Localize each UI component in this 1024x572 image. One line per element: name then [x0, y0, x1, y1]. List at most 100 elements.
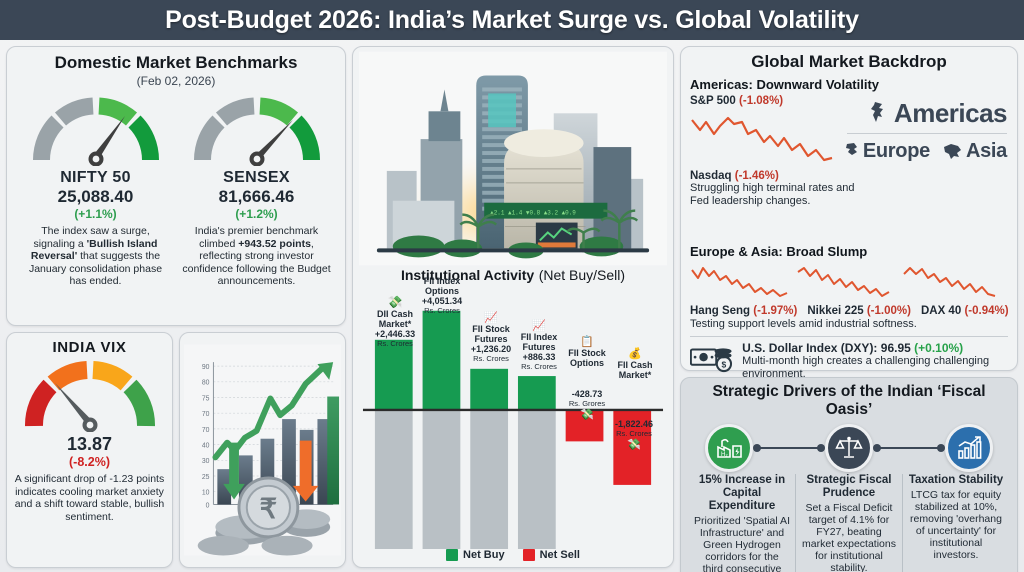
- dxy-title: U.S. Dollar Index (DXY): 96.95: [742, 341, 911, 355]
- domestic-date: (Feb 02, 2026): [136, 74, 216, 88]
- americas-heading: Americas: Downward Volatility: [690, 77, 880, 92]
- dxy-note: Multi-month high creates a challenging c…: [742, 355, 990, 380]
- nasdaq-name: Nasdaq: [690, 170, 732, 182]
- americas-note: Struggling high terminal rates and Fed l…: [690, 182, 855, 207]
- dxy-block: $ U.S. Dollar Index (DXY): 96.95 (+0.10%…: [690, 341, 1008, 380]
- chart-legend: Net Buy Net Sell: [359, 549, 667, 563]
- institutional-activity-title: Institutional Activity (Net Buy/Sell): [400, 267, 626, 283]
- region-asia-label: Asia: [965, 140, 1007, 162]
- nikkei-name: Nikkei 225: [807, 305, 864, 317]
- sensex-gauge-graphic: [189, 94, 325, 167]
- driver-fiscal-prudence: Strategic Fiscal Prudence Set a Fiscal D…: [796, 474, 903, 572]
- driver-1-heading: Strategic Fiscal Prudence: [806, 474, 892, 499]
- bar-label-fii-stock-futures: 📈 FII Stock Futures +1,236.20 Rs. Crores: [457, 311, 525, 363]
- growth-chart-icon: 📈: [484, 312, 498, 324]
- driver-2-heading: Taxation Stability: [908, 474, 1004, 486]
- driver-taxation-stability: Taxation Stability LTCG tax for equity s…: [903, 474, 1009, 572]
- nifty-needle: [88, 116, 125, 167]
- region-americas-label: Americas: [893, 98, 1008, 128]
- institutional-activity-card: ▲2.1 ▲1.4 ▼0.8 ▲3.2 ▲0.9: [352, 46, 674, 568]
- india-vix-card: INDIA VIX: [6, 332, 173, 568]
- svg-text:70: 70: [202, 427, 210, 434]
- dax-row: DAX 40 (-0.94%): [921, 305, 1009, 317]
- dollar-bill-coins-icon: $: [690, 348, 733, 373]
- left-column: Domestic Market Benchmarks (Feb 02, 2026…: [6, 46, 346, 568]
- vix-value: 13.87: [66, 434, 113, 454]
- eurasia-sparklines: [690, 262, 1008, 304]
- vix-change: (-8.2%): [69, 455, 110, 469]
- bar-label-fii-index-options: FII Index Options +4,051.34 Rs. Crores: [421, 276, 463, 315]
- gauge-group: NIFTY 50 25,088.40 (+1.1%) The index saw…: [15, 94, 337, 288]
- strategic-node-row: H₂: [705, 424, 993, 472]
- driver-1-body: Set a Fiscal Deficit target of 4.1% for …: [802, 502, 896, 572]
- page-title: Post-Budget 2026: India’s Market Surge v…: [165, 5, 859, 34]
- eurasia-note: Testing support levels amid industrial s…: [690, 318, 917, 330]
- svg-text:90: 90: [202, 364, 210, 371]
- svg-text:40: 40: [202, 443, 210, 450]
- sp500-change: (-1.08%): [739, 95, 784, 107]
- europe-map-icon: [845, 142, 857, 155]
- sensex-name: SENSEX: [223, 169, 290, 186]
- nikkei-row: Nikkei 225 (-1.00%): [807, 305, 911, 317]
- contract-options-icon: 📋: [580, 336, 594, 348]
- gauge-sensex: SENSEX 81,666.46 (+1.2%) India's premier…: [176, 94, 337, 288]
- vix-gauge-graphic: [20, 358, 160, 433]
- region-americas: Americas: [847, 98, 1008, 128]
- gauge-nifty50: NIFTY 50 25,088.40 (+1.1%) The index saw…: [15, 94, 176, 288]
- region-logos: Americas Europe: [845, 98, 1008, 163]
- balance-scales-icon: [835, 436, 863, 458]
- page-header: Post-Budget 2026: India’s Market Surge v…: [0, 0, 1024, 40]
- node-taxation-stability: [945, 424, 993, 472]
- americas-globe-icon: [870, 102, 883, 122]
- hangseng-name: Hang Seng: [690, 305, 751, 317]
- nifty-value: 25,088.40: [57, 187, 134, 206]
- sp500-name: S&P 500: [690, 95, 736, 107]
- nasdaq-row: Nasdaq (-1.46%): [690, 170, 1008, 182]
- bse-building-illustration-wrap: ▲2.1 ▲1.4 ▼0.8 ▲3.2 ▲0.9: [359, 51, 667, 266]
- dxy-change: (+0.10%): [914, 341, 964, 355]
- svg-text:0: 0: [206, 502, 210, 509]
- right-column: Global Market Backdrop Americas: Downwar…: [680, 46, 1018, 572]
- nifty-name: NIFTY 50: [60, 169, 131, 186]
- driver-0-heading: 15% Increase in Capital Expenditure: [698, 474, 786, 512]
- net-buy-swatch: [446, 549, 459, 561]
- nifty-description: The index saw a surge, signaling a 'Bull…: [28, 225, 163, 287]
- region-europe-label: Europe: [862, 140, 930, 162]
- nifty-gauge-graphic: [28, 94, 164, 167]
- dxy-divider: [690, 336, 1008, 337]
- dax-change: (-0.94%): [964, 305, 1009, 317]
- node-fiscal-prudence: [825, 424, 873, 472]
- global-title: Global Market Backdrop: [751, 52, 947, 71]
- svg-text:75: 75: [202, 395, 210, 402]
- svg-text:10: 10: [202, 490, 210, 497]
- dxy-title-row: U.S. Dollar Index (DXY): 96.95 (+0.10%): [742, 341, 1008, 355]
- rising-bar-chart-with-rupee-coins-illustration: 90 80 75 70 70 40 30 25 10 0: [184, 344, 341, 556]
- nikkei225-sparkline: [797, 267, 890, 297]
- net-sell-swatch: [522, 549, 535, 561]
- connector-2: [873, 444, 945, 452]
- hand-coin-icon: 💸: [580, 409, 594, 421]
- hangseng-row: Hang Seng (-1.97%): [690, 305, 797, 317]
- driver-2-body: LTCG tax for equity stabilized at 10%, r…: [910, 489, 1002, 561]
- eurasia-index-labels: Hang Seng (-1.97%) Nikkei 225 (-1.00%) D…: [690, 305, 1009, 317]
- bar-label-dii-cash-market: 💸 DII Cash Market* +2,446.33 Rs. Crores: [361, 295, 429, 348]
- connector-1: [753, 444, 825, 452]
- content-area: Domestic Market Benchmarks (Feb 02, 2026…: [0, 40, 1024, 572]
- region-europe-asia-row: Europe Asia: [845, 140, 1007, 163]
- svg-text:$: $: [722, 359, 727, 369]
- sensex-description: India's premier benchmark climbed +943.5…: [182, 225, 331, 287]
- vix-description: A significant drop of -1.23 points indic…: [14, 473, 165, 523]
- dax-name: DAX 40: [920, 305, 962, 317]
- node-capital-expenditure: H₂: [705, 424, 753, 472]
- institutional-bar-chart: 💸 DII Cash Market* +2,446.33 Rs. Crores …: [359, 276, 669, 549]
- sp500-sparkline: [691, 116, 833, 162]
- svg-text:30: 30: [202, 458, 210, 465]
- vix-title: INDIA VIX: [52, 339, 127, 356]
- svg-text:▲2.1 ▲1.4 ▼0.8 ▲3.2 ▲0.9: ▲2.1 ▲1.4 ▼0.8 ▲3.2 ▲0.9: [490, 210, 576, 217]
- growth-bar-chart-icon: [958, 436, 982, 459]
- bar-value-fii-stock-options: -428.73 Rs. Grores 💸: [553, 389, 621, 421]
- growth-chart-icon: 📈: [532, 320, 546, 332]
- strategic-title: Strategic Drivers of the Indian ‘Fiscal …: [712, 383, 986, 418]
- bar-label-fii-cash-market: 💰 FII Cash Market*: [601, 347, 669, 380]
- global-market-backdrop-card: Global Market Backdrop Americas: Downwar…: [680, 46, 1018, 380]
